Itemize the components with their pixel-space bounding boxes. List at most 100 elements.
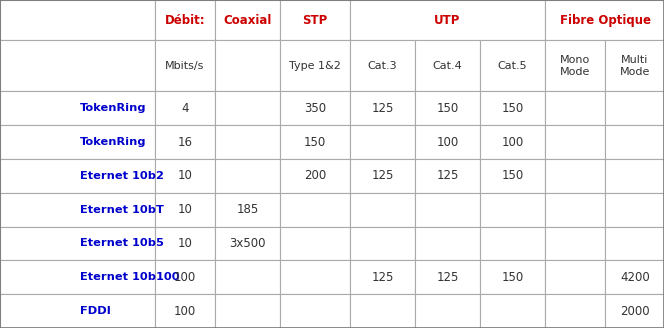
Bar — [605, 91, 664, 125]
Bar — [155, 159, 215, 193]
Text: Eternet 10b100: Eternet 10b100 — [80, 272, 179, 282]
Bar — [280, 125, 350, 159]
Bar — [215, 40, 280, 91]
Bar — [155, 260, 215, 294]
Text: Cat.3: Cat.3 — [368, 61, 397, 71]
Bar — [545, 294, 605, 328]
Bar — [480, 91, 545, 125]
Bar — [155, 0, 215, 40]
Text: STP: STP — [302, 14, 327, 27]
Bar — [480, 125, 545, 159]
Bar — [0, 159, 155, 193]
Bar — [350, 40, 415, 91]
Bar — [155, 91, 215, 125]
Bar — [155, 193, 215, 227]
Bar — [415, 40, 480, 91]
Bar — [0, 0, 155, 40]
Text: 350: 350 — [304, 102, 326, 115]
Bar — [350, 193, 415, 227]
Bar — [280, 91, 350, 125]
Bar — [545, 91, 605, 125]
Text: Eternet 10bT: Eternet 10bT — [80, 205, 164, 215]
Text: Eternet 10b5: Eternet 10b5 — [80, 238, 164, 248]
Bar — [415, 159, 480, 193]
Bar — [545, 227, 605, 260]
Bar — [480, 193, 545, 227]
Bar — [350, 227, 415, 260]
Text: 125: 125 — [371, 102, 394, 115]
Bar — [0, 294, 155, 328]
Text: TokenRing: TokenRing — [80, 137, 146, 147]
Text: Débit:: Débit: — [165, 14, 205, 27]
Text: 185: 185 — [236, 203, 258, 216]
Bar — [545, 40, 605, 91]
Text: Type 1&2: Type 1&2 — [289, 61, 341, 71]
Bar — [480, 40, 545, 91]
Bar — [155, 125, 215, 159]
Bar — [215, 125, 280, 159]
Bar — [605, 294, 664, 328]
Text: 100: 100 — [174, 305, 196, 318]
Bar — [0, 91, 155, 125]
Bar — [0, 227, 155, 260]
Bar — [215, 260, 280, 294]
Bar — [350, 260, 415, 294]
Text: Mbits/s: Mbits/s — [165, 61, 205, 71]
Bar — [605, 227, 664, 260]
Text: FDDI: FDDI — [80, 306, 111, 316]
Bar — [280, 227, 350, 260]
Bar — [480, 159, 545, 193]
Text: Eternet 10b2: Eternet 10b2 — [80, 171, 164, 181]
Text: 4200: 4200 — [620, 271, 650, 284]
Bar — [155, 40, 215, 91]
Bar — [280, 159, 350, 193]
Text: 4: 4 — [181, 102, 189, 115]
Text: 3x500: 3x500 — [229, 237, 266, 250]
Bar — [215, 294, 280, 328]
Text: 100: 100 — [501, 135, 524, 149]
Bar — [350, 294, 415, 328]
Bar — [215, 159, 280, 193]
Text: 150: 150 — [501, 102, 524, 115]
Bar — [280, 294, 350, 328]
Bar — [545, 0, 664, 40]
Bar — [480, 227, 545, 260]
Text: 10: 10 — [177, 237, 193, 250]
Bar — [480, 294, 545, 328]
Text: TokenRing: TokenRing — [80, 103, 146, 113]
Bar — [415, 91, 480, 125]
Bar — [280, 193, 350, 227]
Bar — [0, 40, 155, 91]
Text: 125: 125 — [436, 271, 459, 284]
Bar — [545, 193, 605, 227]
Bar — [605, 193, 664, 227]
Text: 10: 10 — [177, 169, 193, 182]
Bar — [350, 125, 415, 159]
Text: 100: 100 — [174, 271, 196, 284]
Bar — [215, 0, 280, 40]
Bar — [350, 91, 415, 125]
Text: Multi
Mode: Multi Mode — [620, 55, 650, 77]
Bar — [605, 260, 664, 294]
Text: Fibre Optique: Fibre Optique — [560, 14, 651, 27]
Text: 150: 150 — [501, 169, 524, 182]
Bar — [415, 227, 480, 260]
Text: 200: 200 — [304, 169, 326, 182]
Bar — [415, 260, 480, 294]
Text: 16: 16 — [177, 135, 193, 149]
Bar — [480, 260, 545, 294]
Text: Coaxial: Coaxial — [223, 14, 272, 27]
Bar — [0, 193, 155, 227]
Bar — [605, 125, 664, 159]
Bar — [280, 260, 350, 294]
Bar — [415, 294, 480, 328]
Bar — [415, 125, 480, 159]
Bar — [350, 159, 415, 193]
Bar — [0, 125, 155, 159]
Text: 150: 150 — [436, 102, 459, 115]
Bar — [605, 40, 664, 91]
Bar — [155, 227, 215, 260]
Text: 150: 150 — [501, 271, 524, 284]
Bar — [545, 159, 605, 193]
Text: Mono
Mode: Mono Mode — [560, 55, 590, 77]
